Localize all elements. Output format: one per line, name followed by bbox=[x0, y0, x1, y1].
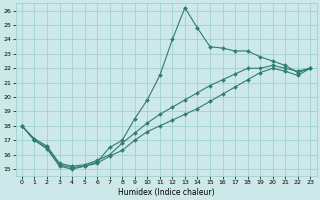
X-axis label: Humidex (Indice chaleur): Humidex (Indice chaleur) bbox=[118, 188, 214, 197]
